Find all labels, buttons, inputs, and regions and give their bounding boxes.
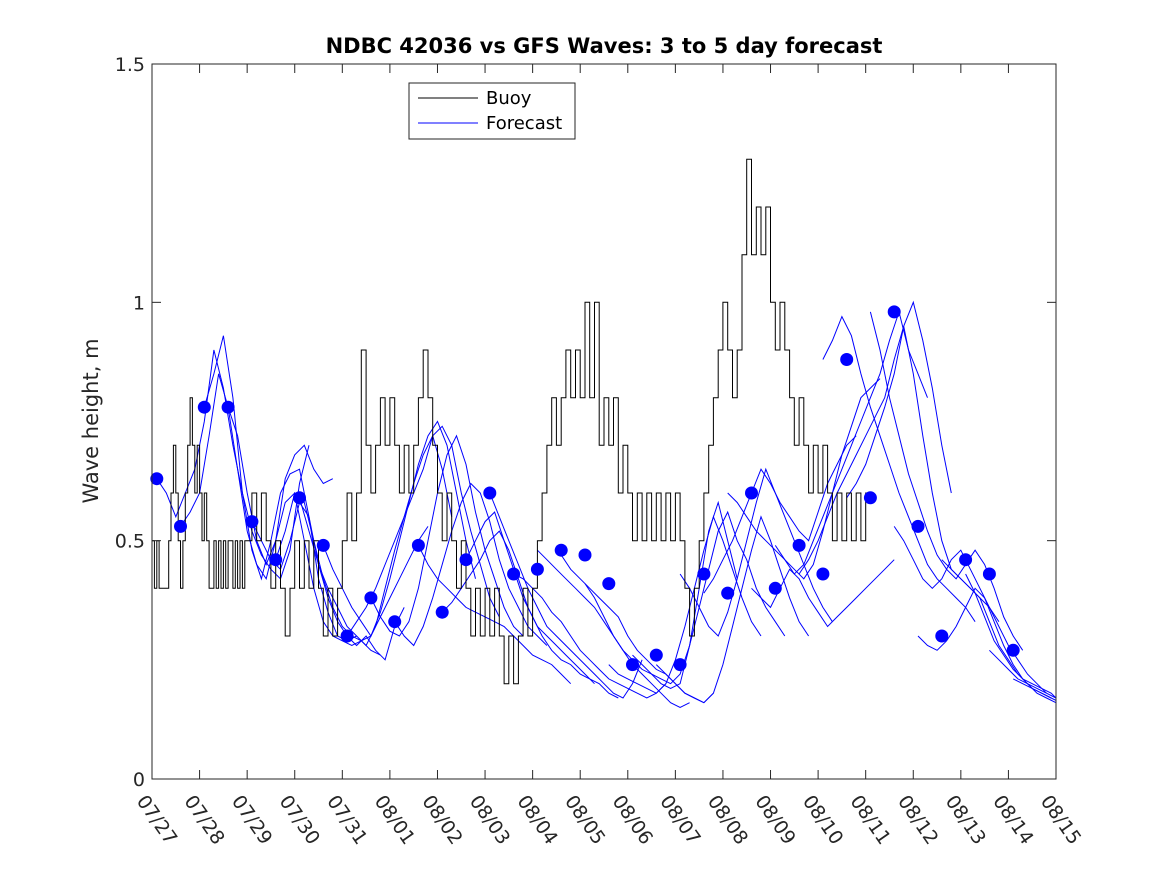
legend: Buoy Forecast (408, 82, 576, 140)
forecast-marker (530, 562, 544, 576)
y-axis-ticks: 0 0.5 1 1.5 (115, 54, 1056, 791)
y-tick-label: 0.5 (115, 531, 145, 553)
forecast-line (441, 530, 595, 685)
forecast-line (941, 559, 1057, 704)
forecast-marker (459, 553, 473, 567)
forecast-marker (197, 400, 211, 414)
y-tick-label: 1 (133, 292, 145, 314)
forecast-marker (745, 486, 758, 500)
forecast-marker (792, 538, 806, 552)
forecast-line (965, 573, 1057, 699)
forecast-line (703, 435, 857, 594)
forecast-marker (554, 543, 568, 557)
forecast-marker (816, 567, 830, 581)
forecast-line (394, 482, 548, 647)
y-axis-label: Wave height, m (79, 338, 103, 503)
forecast-marker (364, 591, 378, 605)
forecast-marker (1006, 643, 1020, 657)
forecast-marker (435, 605, 449, 619)
buoy-line (152, 158, 871, 685)
chart-title: NDBC 42036 vs GFS Waves: 3 to 5 day fore… (326, 34, 883, 58)
forecast-line (798, 300, 952, 575)
forecast-marker (316, 538, 330, 552)
forecast-marker (150, 472, 164, 486)
forecast-marker (578, 548, 592, 562)
y-tick-label: 1.5 (115, 54, 145, 76)
forecast-markers (150, 305, 1020, 672)
forecast-line (655, 515, 810, 704)
forecast-marker (626, 658, 639, 672)
forecast-marker (840, 353, 854, 366)
forecast-line (156, 349, 310, 580)
forecast-line (679, 467, 833, 637)
forecast-line (727, 378, 881, 580)
forecast-marker (483, 486, 497, 500)
axes-box (151, 63, 1057, 780)
forecast-marker (911, 519, 925, 533)
forecast-line (774, 310, 928, 575)
forecast-line (513, 573, 667, 699)
forecast-marker (649, 648, 663, 662)
legend-box (408, 82, 576, 140)
forecast-line (608, 515, 762, 694)
legend-buoy-label: Buoy (486, 88, 532, 109)
forecast-marker (697, 567, 711, 581)
forecast-marker (721, 586, 735, 600)
forecast-line (632, 510, 786, 685)
forecast-marker (174, 519, 187, 533)
legend-forecast-label: Forecast (486, 113, 562, 134)
forecast-line (751, 559, 895, 628)
forecast-marker (340, 629, 354, 643)
forecast-line (1012, 678, 1057, 701)
forecast-marker (507, 567, 521, 581)
forecast-marker (959, 553, 973, 567)
forecast-line (989, 649, 1057, 699)
y-tick-label: 0 (133, 769, 145, 791)
forecast-marker (269, 553, 283, 567)
forecast-marker (863, 491, 877, 505)
forecast-marker (602, 577, 616, 591)
forecast-line (489, 492, 643, 699)
forecast-line (465, 511, 619, 699)
forecast-marker (221, 400, 235, 414)
buoy-line-group (152, 158, 871, 685)
forecast-line (822, 315, 976, 622)
forecast-line (299, 434, 453, 647)
forecast-marker (887, 305, 901, 319)
forecast-marker (245, 515, 259, 529)
forecast-line (893, 526, 1047, 694)
forecast-marker (935, 629, 949, 643)
forecast-marker (673, 658, 687, 672)
forecast-marker (293, 491, 306, 505)
forecast-marker (411, 538, 425, 552)
forecast-marker (982, 567, 996, 581)
forecast-line (203, 335, 357, 642)
forecast-marker (388, 615, 402, 629)
forecast-marker (768, 581, 782, 595)
forecast-line (322, 420, 476, 638)
